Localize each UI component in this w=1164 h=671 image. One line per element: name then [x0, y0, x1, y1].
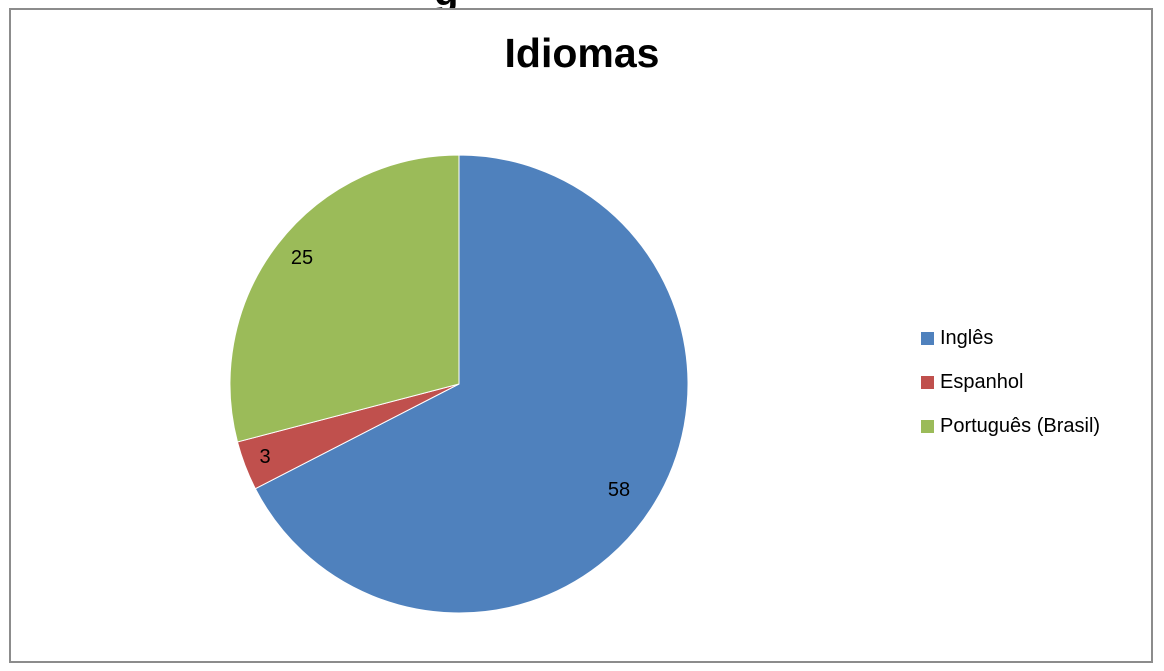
legend-item: Espanhol [921, 367, 1100, 398]
chart-legend: Inglês Espanhol Português (Brasil) [921, 323, 1100, 455]
legend-swatch [921, 332, 934, 345]
legend-label: Espanhol [940, 371, 1024, 393]
legend-label: Inglês [940, 327, 994, 349]
pie-slice-3 [229, 154, 460, 443]
pie-slice-1 [254, 154, 689, 614]
legend-item: Inglês [921, 323, 1100, 354]
legend-swatch [921, 376, 934, 389]
data-label-1: 58 [608, 479, 630, 501]
legend-item: Português (Brasil) [921, 411, 1100, 442]
data-label-3: 25 [291, 247, 313, 269]
data-label-2: 3 [259, 446, 270, 468]
top-cropped-text: g [434, 0, 484, 10]
chart-title: Idiomas [504, 30, 660, 76]
legend-swatch [921, 420, 934, 433]
legend-label: Português (Brasil) [940, 415, 1101, 437]
